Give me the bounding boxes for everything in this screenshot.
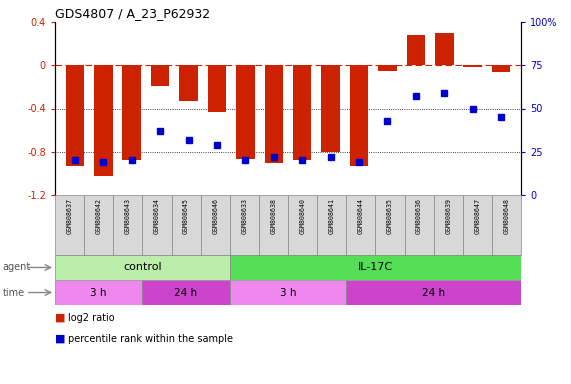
Bar: [321, 65, 340, 152]
Bar: [55, 255, 230, 280]
Bar: [492, 65, 510, 72]
Bar: [230, 195, 259, 255]
Text: GSM808645: GSM808645: [183, 198, 189, 234]
Bar: [435, 33, 453, 65]
Bar: [151, 65, 170, 86]
Bar: [346, 280, 521, 305]
Bar: [350, 65, 368, 166]
Text: 24 h: 24 h: [422, 288, 445, 298]
Bar: [264, 65, 283, 162]
Text: GSM808644: GSM808644: [358, 198, 364, 234]
Bar: [463, 195, 492, 255]
Bar: [378, 65, 397, 71]
Text: GSM808637: GSM808637: [67, 198, 73, 234]
Text: percentile rank within the sample: percentile rank within the sample: [67, 334, 232, 344]
Text: GSM808636: GSM808636: [416, 198, 422, 234]
Bar: [208, 65, 226, 112]
Text: log2 ratio: log2 ratio: [67, 313, 114, 323]
Text: IL-17C: IL-17C: [358, 263, 393, 273]
Text: 3 h: 3 h: [280, 288, 296, 298]
Bar: [293, 65, 311, 161]
Bar: [200, 195, 230, 255]
Text: ■: ■: [55, 334, 66, 344]
Text: GSM808642: GSM808642: [96, 198, 102, 234]
Bar: [66, 65, 84, 166]
Bar: [230, 255, 521, 280]
Bar: [142, 280, 230, 305]
Text: ■: ■: [55, 313, 66, 323]
Text: 3 h: 3 h: [90, 288, 107, 298]
Text: GSM808647: GSM808647: [475, 198, 480, 234]
Bar: [404, 195, 433, 255]
Bar: [179, 65, 198, 101]
Bar: [94, 65, 112, 175]
Text: GSM808640: GSM808640: [300, 198, 305, 234]
Text: GSM808646: GSM808646: [212, 198, 218, 234]
Text: control: control: [123, 263, 162, 273]
Bar: [492, 195, 521, 255]
Bar: [433, 195, 463, 255]
Bar: [84, 195, 113, 255]
Bar: [113, 195, 142, 255]
Text: time: time: [3, 288, 25, 298]
Bar: [375, 195, 404, 255]
Bar: [346, 195, 375, 255]
Bar: [259, 195, 288, 255]
Bar: [123, 65, 141, 161]
Bar: [317, 195, 346, 255]
Bar: [55, 195, 84, 255]
Text: 24 h: 24 h: [175, 288, 198, 298]
Text: GSM808638: GSM808638: [271, 198, 276, 234]
Bar: [230, 280, 346, 305]
Text: GSM808635: GSM808635: [387, 198, 393, 234]
Text: GDS4807 / A_23_P62932: GDS4807 / A_23_P62932: [55, 7, 210, 20]
Text: GSM808641: GSM808641: [329, 198, 335, 234]
Text: GSM808634: GSM808634: [154, 198, 160, 234]
Bar: [171, 195, 200, 255]
Bar: [407, 35, 425, 65]
Bar: [142, 195, 171, 255]
Text: GSM808633: GSM808633: [242, 198, 247, 234]
Text: GSM808648: GSM808648: [504, 198, 509, 234]
Bar: [55, 280, 142, 305]
Bar: [236, 65, 255, 159]
Text: agent: agent: [3, 263, 31, 273]
Bar: [288, 195, 317, 255]
Text: GSM808639: GSM808639: [445, 198, 451, 234]
Bar: [464, 65, 482, 68]
Text: GSM808643: GSM808643: [125, 198, 131, 234]
